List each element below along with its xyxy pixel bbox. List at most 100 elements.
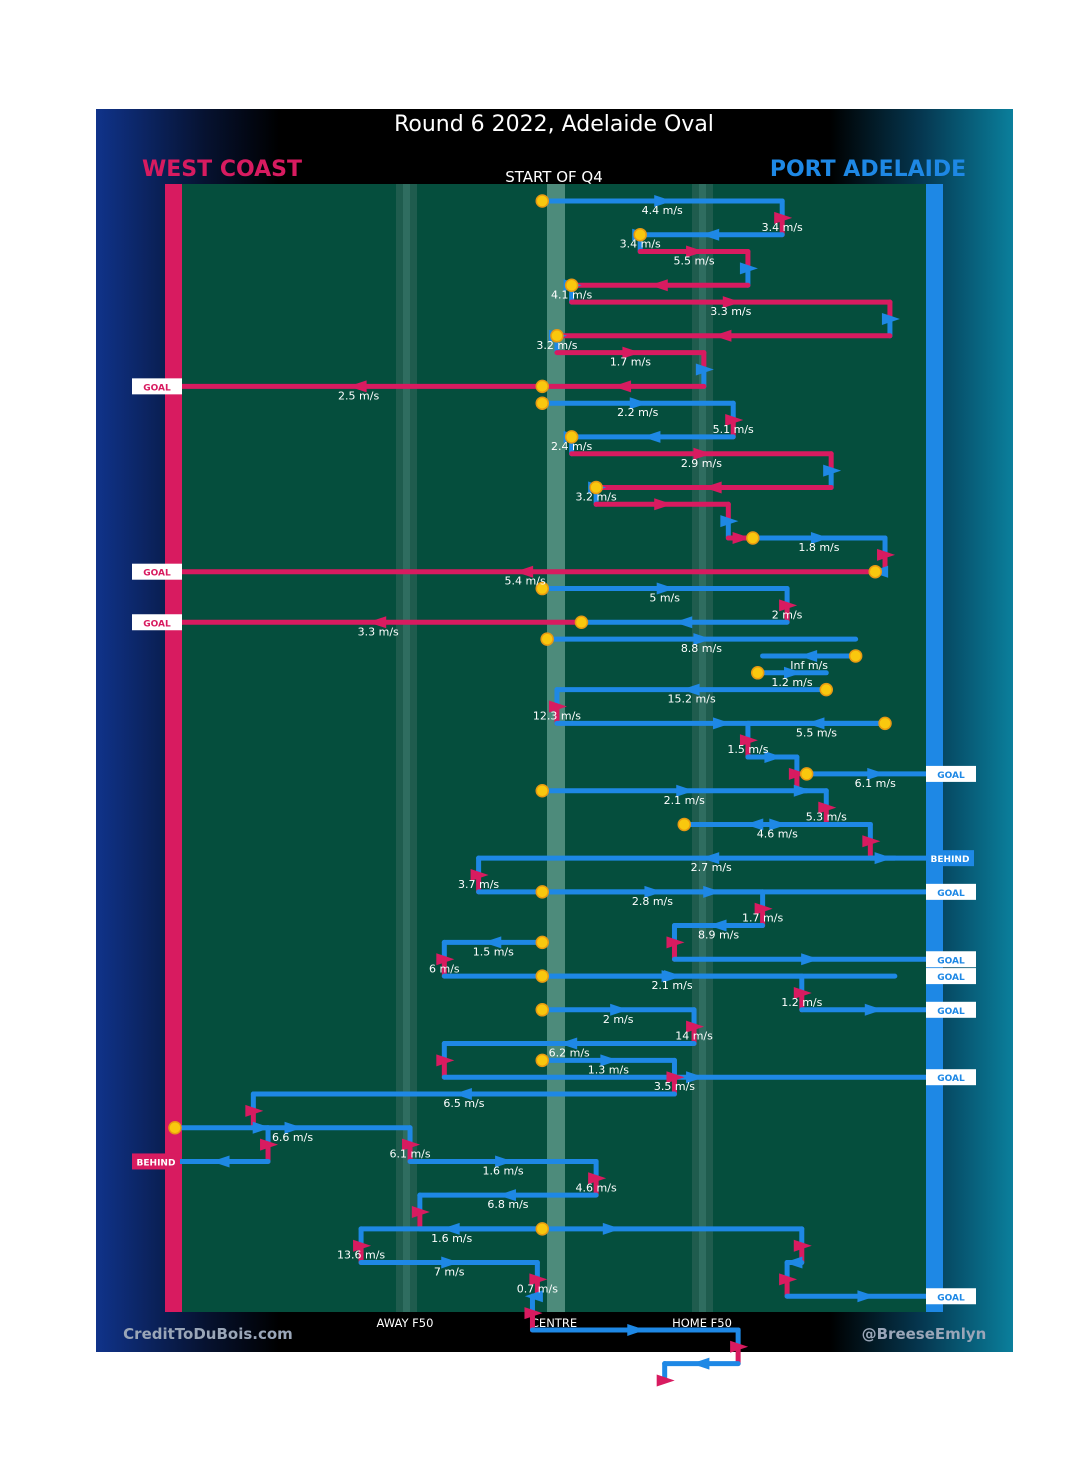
chain-start-node [589, 480, 603, 495]
chain-start-node [535, 1003, 550, 1017]
direction-arrow [674, 616, 693, 629]
speed-label: 2.9 m/s [681, 457, 722, 470]
direction-arrow [602, 1222, 621, 1235]
direction-arrow [495, 1155, 514, 1168]
direction-arrow [810, 532, 829, 544]
score-tag [132, 563, 182, 580]
direction-arrow [622, 346, 641, 359]
score-tag [132, 378, 182, 395]
direction-arrow [656, 582, 675, 595]
direction-arrow [284, 1121, 303, 1134]
chain-start-node [746, 531, 760, 545]
chart-title: Round 6 2022, Adelaide Oval [394, 112, 714, 137]
chain-start-node [878, 716, 892, 731]
direction-arrow [348, 380, 367, 393]
direction-arrow [664, 970, 683, 983]
speed-label: 5.5 m/s [796, 726, 837, 739]
direction-arrow [211, 1155, 230, 1168]
score-tag-label: GOAL [937, 1293, 965, 1303]
speed-label: 2 m/s [603, 1013, 634, 1026]
speed-label: 1.7 m/s [610, 356, 651, 369]
chain-start-node [564, 278, 579, 292]
score-tag-label: GOAL [143, 619, 171, 629]
score-tag [132, 614, 182, 631]
speed-label: 2 m/s [772, 608, 803, 621]
direction-arrow [654, 498, 673, 511]
score-tag-label: GOAL [937, 973, 965, 983]
speed-label: 3.5 m/s [654, 1080, 695, 1093]
direction-arrow [708, 919, 727, 932]
speed-label: 2.5 m/s [338, 389, 379, 402]
speed-label: 8.9 m/s [698, 929, 739, 942]
speed-label: Inf m/s [790, 659, 828, 672]
speed-label: 2.8 m/s [632, 895, 673, 908]
speed-label: 14 m/s [675, 1030, 713, 1043]
chain-start-node [819, 682, 834, 697]
speed-label: 2.2 m/s [617, 406, 658, 419]
direction-arrow [713, 329, 732, 342]
direction-arrow [769, 818, 788, 831]
direction-arrow [732, 532, 751, 544]
score-tag [926, 850, 974, 867]
direction-arrow [483, 936, 502, 949]
chain-start-node [564, 430, 579, 444]
score-tag-label: BEHIND [931, 855, 970, 865]
speed-label: 0.7 m/s [517, 1282, 558, 1295]
direction-arrow [368, 616, 387, 629]
direction-arrow [441, 1256, 460, 1269]
score-tag [926, 765, 976, 782]
chain-start-node [799, 767, 814, 781]
score-tag-label: GOAL [937, 889, 965, 899]
score-tag-label: GOAL [937, 1007, 965, 1017]
speed-label: 1.5 m/s [473, 945, 514, 958]
speed-label: 12.3 m/s [533, 710, 581, 723]
speed-label: 6.1 m/s [855, 777, 896, 790]
speed-label: 1.6 m/s [483, 1164, 524, 1177]
direction-arrow [676, 784, 695, 797]
direction-arrow [693, 633, 712, 646]
tick-label-away-f50: AWAY F50 [377, 1316, 434, 1330]
chain-start-node [574, 615, 589, 629]
home-f50-line [699, 184, 706, 1312]
direction-arrow [693, 447, 712, 460]
speed-label: 6 m/s [429, 962, 460, 975]
score-tag [926, 883, 976, 900]
period-label: START OF Q4 [505, 168, 603, 186]
direction-arrow [801, 953, 820, 966]
speed-label: 3.4 m/s [620, 238, 661, 251]
speed-label: 5.4 m/s [505, 575, 546, 588]
direction-arrow [497, 1189, 516, 1202]
speed-label: 4.1 m/s [551, 288, 592, 301]
chain-start-node [540, 632, 554, 646]
direction-arrow [712, 717, 731, 730]
speed-label: 1.5 m/s [727, 743, 768, 756]
direction-arrow [453, 1088, 472, 1101]
direction-arrow [799, 649, 818, 662]
direction-arrow [629, 397, 648, 410]
direction-arrow [515, 565, 534, 578]
direction-arrow [691, 1357, 710, 1370]
speed-label: 5.1 m/s [713, 423, 754, 436]
direction-arrow [784, 1256, 803, 1269]
direction-arrow [613, 380, 632, 393]
direction-arrow [764, 751, 783, 764]
speed-label: 1.6 m/s [431, 1232, 472, 1245]
chain-start-node [535, 935, 550, 950]
speed-label: 3.3 m/s [710, 305, 751, 318]
score-tag-label: GOAL [143, 569, 171, 579]
speed-label: 1.8 m/s [798, 541, 839, 554]
speed-label: 1.2 m/s [771, 676, 812, 689]
direction-arrow [559, 1037, 578, 1050]
tick-label-home-f50: HOME F50 [672, 1316, 732, 1330]
score-tag [926, 1288, 976, 1305]
credit-right: @BreeseEmlyn [862, 1325, 987, 1343]
chain-start-node [535, 784, 550, 798]
chain-start-node [535, 194, 550, 208]
speed-label: 6.1 m/s [389, 1148, 430, 1161]
speed-label: 2.7 m/s [691, 861, 732, 874]
chain-start-node [535, 1053, 550, 1068]
speed-label: 15.2 m/s [668, 693, 716, 706]
west-coast-label: WEST COAST [142, 157, 302, 182]
speed-label: 4.4 m/s [642, 204, 683, 217]
